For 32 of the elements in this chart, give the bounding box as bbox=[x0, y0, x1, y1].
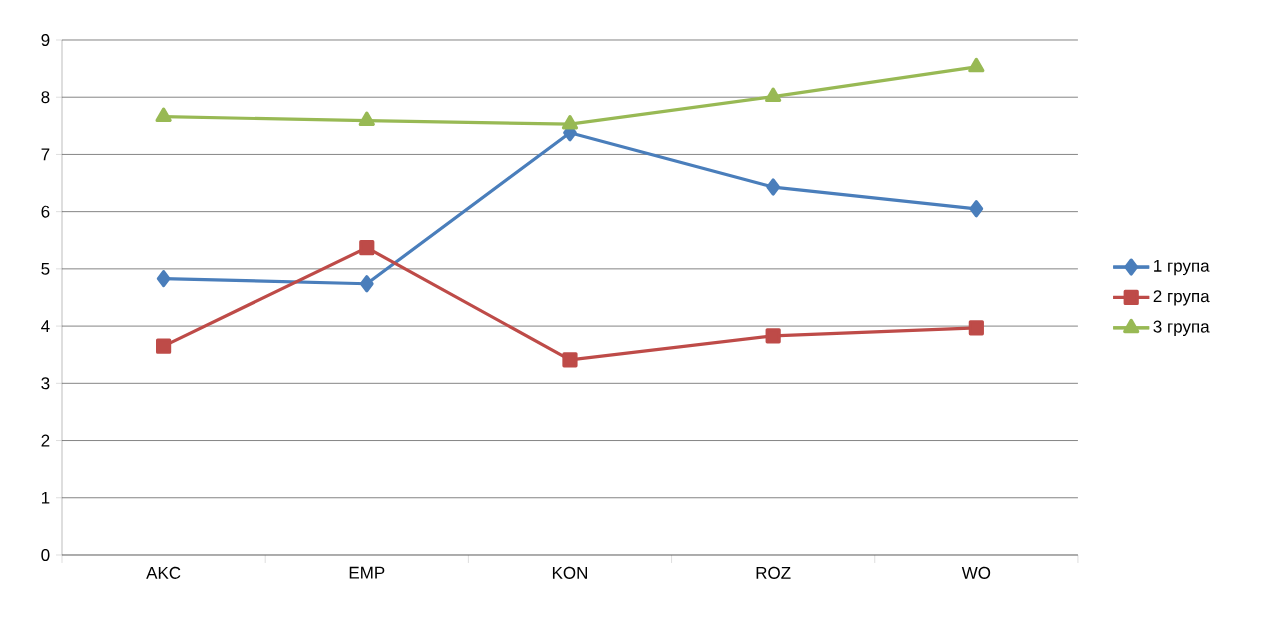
x-tick-label: WO bbox=[961, 566, 991, 579]
legend-label: 3 група bbox=[1153, 320, 1210, 337]
point bbox=[359, 275, 374, 293]
y-tick-label: 2 bbox=[41, 434, 50, 447]
x-tick-label: KON bbox=[552, 566, 587, 579]
y-tick-label: 4 bbox=[41, 320, 50, 332]
point bbox=[562, 352, 578, 368]
point bbox=[561, 115, 579, 130]
y-tick-label: 9 bbox=[41, 33, 50, 47]
point bbox=[359, 240, 375, 256]
legend-label: 2 група bbox=[1153, 290, 1210, 306]
point bbox=[968, 320, 984, 336]
point bbox=[358, 111, 375, 127]
point bbox=[765, 328, 781, 344]
y-tick-label: 8 bbox=[41, 91, 50, 104]
legend-label: 1 група bbox=[1154, 259, 1210, 276]
point bbox=[969, 200, 984, 218]
point bbox=[156, 270, 171, 288]
point bbox=[766, 178, 781, 196]
point bbox=[155, 107, 172, 123]
point bbox=[765, 87, 782, 102]
point bbox=[156, 338, 172, 354]
x-tick-label: ROZ bbox=[756, 566, 791, 579]
y-tick-label: 0 bbox=[41, 548, 50, 562]
y-tick-label: 3 bbox=[41, 377, 50, 390]
y-tick-label: 5 bbox=[41, 262, 50, 275]
x-tick-label: AKC bbox=[146, 566, 181, 579]
y-tick-label: 7 bbox=[41, 148, 50, 161]
x-tick-label: EMP bbox=[349, 566, 385, 579]
y-tick-label: 1 bbox=[41, 491, 50, 504]
point bbox=[968, 57, 985, 73]
y-tick-label: 6 bbox=[41, 205, 50, 218]
